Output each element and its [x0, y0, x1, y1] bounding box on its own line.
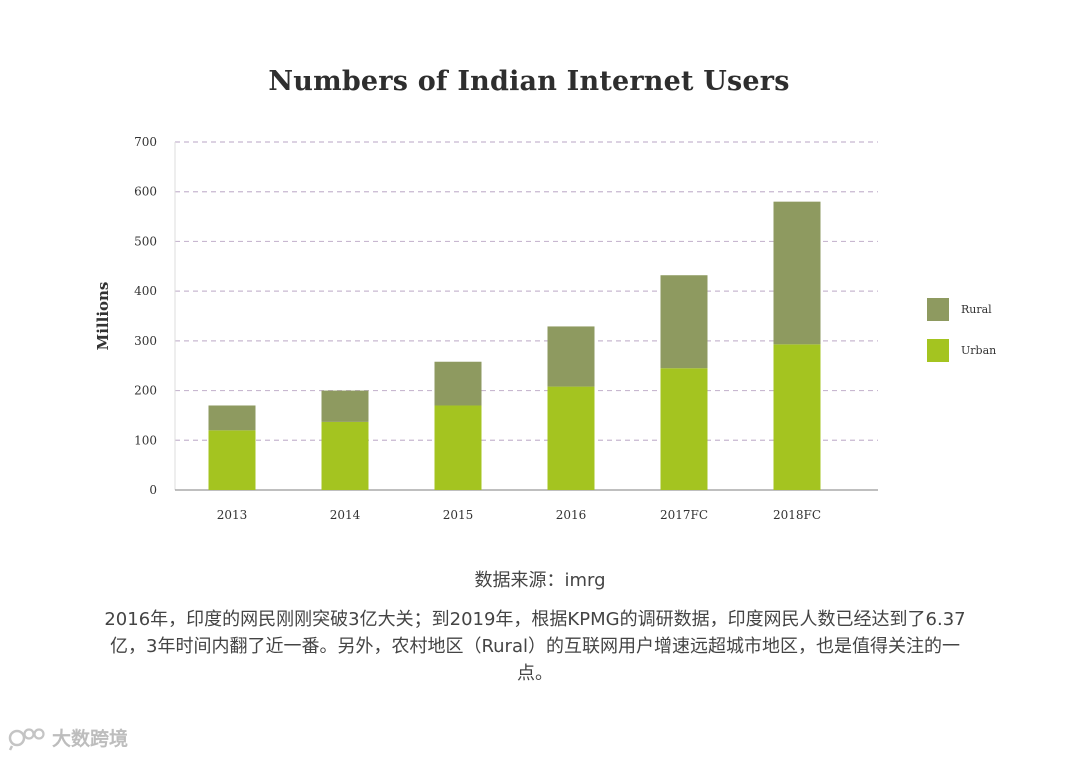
- bar-rural-2017FC: [660, 275, 708, 369]
- y-tick-label: 600: [134, 185, 157, 199]
- x-tick-label: 2017FC: [660, 508, 708, 522]
- legend-swatch-urban: [927, 339, 949, 362]
- x-tick-labels: 2013 2014 2015 2016 2017FC 2018FC: [217, 508, 821, 522]
- bar-urban-2015: [434, 405, 482, 490]
- bar-urban-2013: [208, 430, 256, 490]
- y-tick-label: 400: [134, 284, 157, 298]
- y-tick-label: 300: [134, 334, 157, 348]
- x-tick-label: 2016: [556, 508, 587, 522]
- bar-urban-2018FC: [773, 344, 821, 490]
- y-tick-labels: 0 100 200 300 400 500 600 700: [134, 135, 157, 497]
- watermark-text: 大数跨境: [52, 728, 129, 750]
- gridlines: [174, 141, 878, 490]
- y-axis-title: Millions: [94, 282, 112, 351]
- watermark-logo-icon: [8, 727, 45, 751]
- x-tick-label: 2013: [217, 508, 248, 522]
- bar-urban-2016: [547, 386, 595, 490]
- x-tick-label: 2015: [443, 508, 474, 522]
- watermark: 大数跨境: [8, 724, 128, 751]
- legend: Rural Urban: [927, 298, 996, 362]
- y-tick-label: 100: [134, 433, 157, 447]
- bar-rural-2015: [434, 361, 482, 406]
- legend-label-urban: Urban: [961, 344, 996, 357]
- legend-swatch-rural: [927, 298, 949, 321]
- legend-label-rural: Rural: [961, 303, 992, 316]
- bar-rural-2014: [321, 390, 369, 422]
- chart-title: Numbers of Indian Internet Users: [268, 66, 790, 97]
- source-note: 数据来源：imrg: [474, 570, 606, 591]
- bar-rural-2013: [208, 405, 256, 431]
- bar-rural-2016: [547, 326, 595, 387]
- bar-rural-2018FC: [773, 201, 821, 345]
- caption-paragraph: 2016年，印度的网民刚刚突破3亿大关；到2019年，根据KPMG的调研数据，印…: [104, 609, 966, 684]
- bar-urban-2014: [321, 421, 369, 490]
- x-tick-label: 2018FC: [773, 508, 821, 522]
- y-tick-label: 0: [149, 483, 157, 497]
- y-tick-label: 500: [134, 234, 157, 248]
- y-tick-label: 700: [134, 135, 157, 149]
- bars: [208, 201, 821, 490]
- y-tick-label: 200: [134, 384, 157, 398]
- x-tick-label: 2014: [330, 508, 361, 522]
- bar-urban-2017FC: [660, 368, 708, 490]
